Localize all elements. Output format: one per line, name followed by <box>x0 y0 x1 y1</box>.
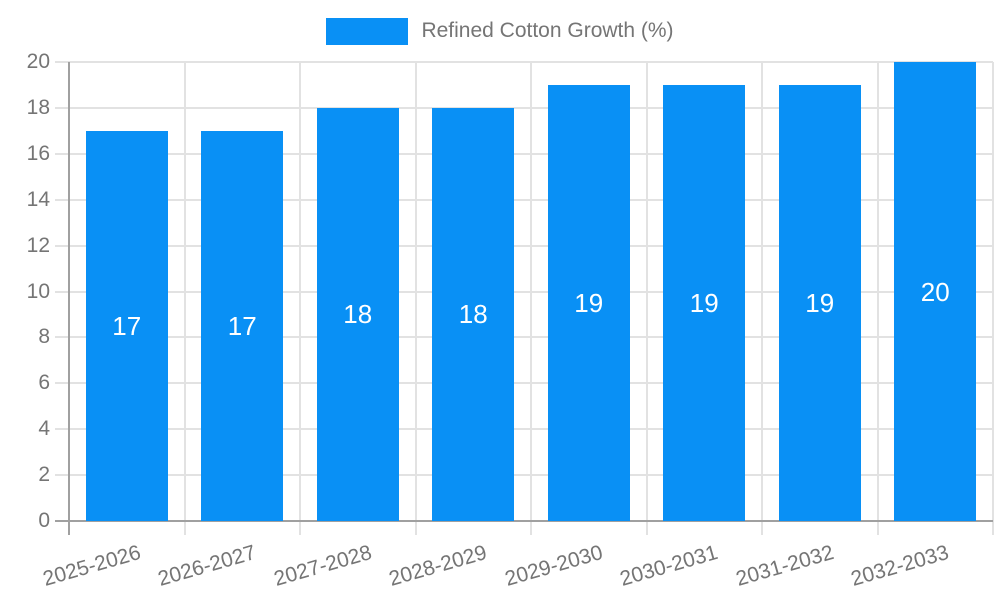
y-axis-tick-label: 10 <box>26 279 50 303</box>
gridline-vertical <box>645 62 648 521</box>
y-axis-tick-label: 12 <box>26 233 50 257</box>
y-axis-tick-label: 0 <box>38 509 50 532</box>
x-tick-mark <box>414 521 417 535</box>
gridline-vertical <box>761 62 763 521</box>
legend-swatch <box>326 17 409 45</box>
gridline-vertical <box>992 62 994 521</box>
gridline-vertical <box>183 62 186 521</box>
y-axis-tick-label: 2 <box>38 463 50 487</box>
bar-value-label: 17 <box>227 310 257 341</box>
x-tick-mark <box>299 521 301 535</box>
y-axis-tick-label: 20 <box>26 50 50 73</box>
y-axis-tick-label: 4 <box>38 417 50 441</box>
y-tick-mark <box>55 106 69 109</box>
bar-value-label: 19 <box>805 287 835 318</box>
x-tick-mark <box>645 521 648 535</box>
x-axis-line <box>55 520 993 522</box>
gridline-vertical <box>876 62 879 521</box>
x-tick-mark <box>530 521 532 535</box>
bar-2027-2028[interactable]: 18 <box>316 107 399 521</box>
bar-2031-2032[interactable]: 19 <box>778 84 861 521</box>
y-tick-mark <box>55 198 69 201</box>
y-tick-mark <box>55 244 69 247</box>
bar-value-label: 18 <box>343 299 373 330</box>
y-axis-tick-label: 6 <box>38 371 50 395</box>
x-tick-mark <box>183 521 186 535</box>
bar-2025-2026[interactable]: 17 <box>85 130 168 521</box>
y-axis-tick-label: 16 <box>26 141 50 165</box>
y-axis-tick-label: 18 <box>26 95 50 119</box>
x-tick-mark <box>761 521 763 535</box>
bar-2030-2031[interactable]: 19 <box>663 84 746 521</box>
y-tick-mark <box>55 382 69 385</box>
bar-value-label: 19 <box>574 287 604 318</box>
y-axis-tick-label: 14 <box>26 187 50 211</box>
y-tick-mark <box>55 474 69 477</box>
bar-2032-2033[interactable]: 20 <box>894 62 977 521</box>
bar-2026-2027[interactable]: 17 <box>201 130 284 521</box>
y-axis-tick-label: 8 <box>38 325 50 349</box>
gridline-vertical <box>299 62 301 521</box>
gridline-vertical <box>414 62 417 521</box>
bar-2029-2030[interactable]: 19 <box>547 84 630 521</box>
bar-value-label: 18 <box>458 299 488 330</box>
legend-label: Refined Cotton Growth (%) <box>421 19 674 42</box>
x-tick-mark <box>992 521 994 535</box>
legend[interactable]: Refined Cotton Growth (%) <box>0 16 1000 46</box>
bar-value-label: 17 <box>112 310 142 341</box>
y-tick-mark <box>55 290 69 293</box>
bar-value-label: 20 <box>920 276 950 307</box>
bar-2028-2029[interactable]: 18 <box>432 107 515 521</box>
y-tick-mark <box>55 61 69 63</box>
y-axis-line <box>68 62 70 535</box>
y-tick-mark <box>55 152 69 155</box>
bar-value-label: 19 <box>689 287 719 318</box>
gridline-vertical <box>530 62 532 521</box>
x-tick-mark <box>876 521 879 535</box>
y-tick-mark <box>55 336 69 339</box>
y-tick-mark <box>55 428 69 431</box>
